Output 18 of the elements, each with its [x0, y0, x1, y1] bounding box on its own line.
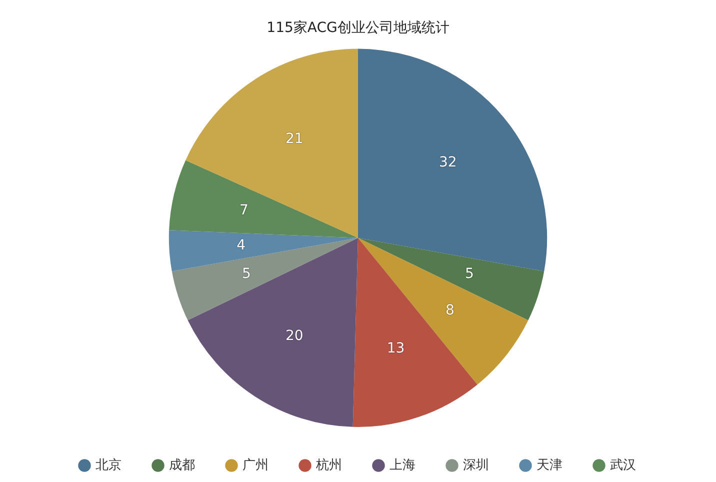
legend-label: 上海	[390, 458, 416, 473]
legend-label: 广州	[242, 458, 268, 473]
legend-label: 成都	[169, 458, 195, 473]
legend-label: 深圳	[463, 458, 489, 473]
legend-label: 武汉	[610, 458, 636, 473]
data-label: 13	[386, 340, 405, 357]
data-label: 7	[239, 202, 248, 219]
chart-title: 115家ACG创业公司地域统计	[266, 20, 450, 36]
data-label: 4	[236, 238, 246, 254]
data-label: 32	[439, 154, 457, 170]
data-label: 8	[445, 302, 454, 318]
data-label: 20	[285, 328, 304, 344]
data-label: 21	[285, 131, 304, 148]
legend-label: 天津	[536, 458, 562, 473]
legend-label: 北京	[96, 458, 122, 473]
data-label: 5	[465, 266, 474, 282]
data-label: 5	[242, 266, 251, 282]
legend-label: 杭州	[315, 458, 342, 473]
